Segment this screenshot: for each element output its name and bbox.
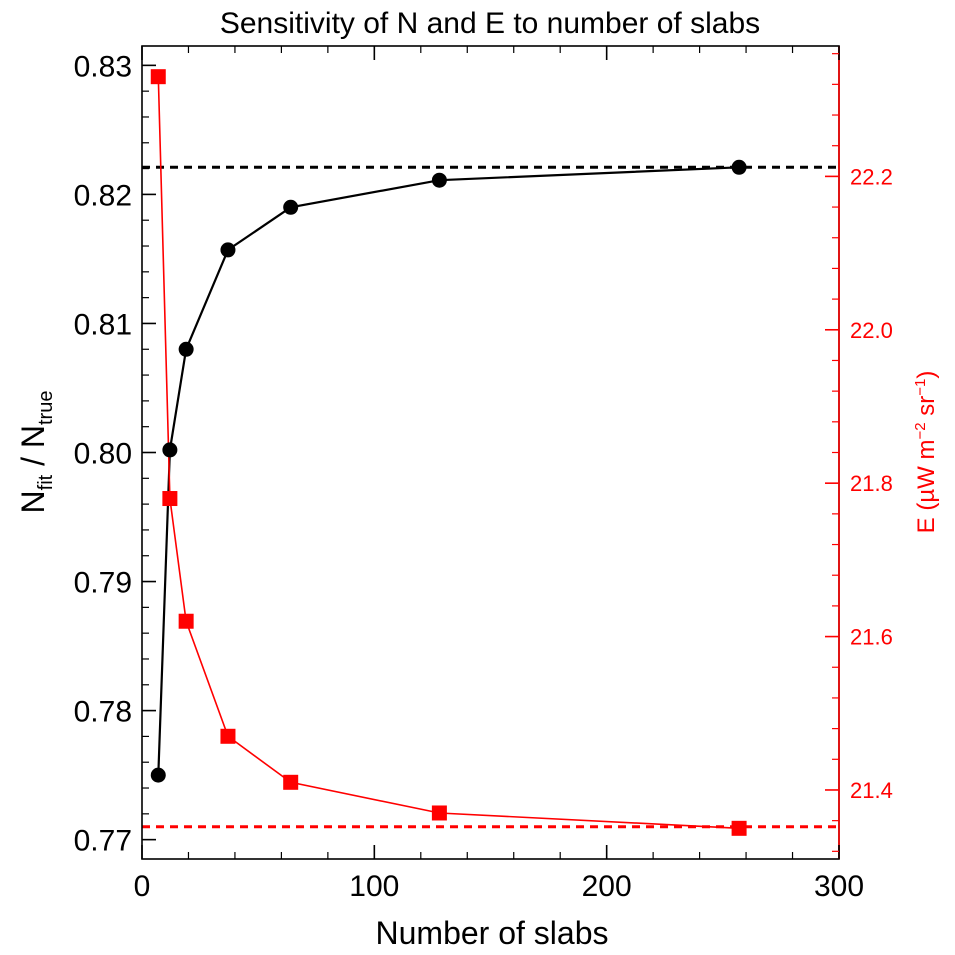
- y-right-tick-label: 21.6: [850, 625, 893, 650]
- x-tick-label: 200: [582, 870, 632, 903]
- y-left-label-middle: / N: [15, 425, 51, 475]
- y-left-label-sub1: fit: [35, 474, 57, 490]
- data-point-right: [162, 491, 178, 507]
- y-left-label-sub2: true: [35, 391, 57, 425]
- x-tick-label: 0: [134, 870, 151, 903]
- chart-title: Sensitivity of N and E to number of slab…: [220, 7, 760, 40]
- y-right-tick-label: 21.4: [850, 778, 893, 803]
- data-point-left: [731, 159, 747, 175]
- y-left-tick-label: 0.82: [74, 179, 132, 212]
- y-right-label-prefix: E (µW m: [913, 440, 940, 534]
- data-point-left: [178, 341, 194, 357]
- y-left-tick-label: 0.77: [74, 825, 132, 858]
- data-point-right: [178, 613, 194, 629]
- y-left-tick-label: 0.80: [74, 438, 132, 471]
- y-axis-right: 21.4 21.6 21.8 22.0 22.2: [825, 53, 893, 852]
- reference-lines: [142, 165, 839, 829]
- series-line-right: [157, 76, 740, 830]
- x-axis: 0 100 200 300: [134, 46, 864, 903]
- data-point-left: [150, 767, 166, 783]
- y-right-tick-label: 21.8: [850, 471, 893, 496]
- data-point-left: [431, 172, 447, 188]
- data-point-right: [283, 774, 299, 790]
- x-tick-label: 100: [349, 870, 399, 903]
- y-right-tick-label: 22.0: [850, 318, 893, 343]
- x-tick-label: 300: [814, 870, 864, 903]
- y-right-label-suffix: ): [913, 371, 940, 379]
- data-point-right: [220, 728, 236, 744]
- y-left-label-base: N: [15, 490, 51, 513]
- x-axis-label: Number of slabs: [376, 915, 609, 951]
- y-left-tick-label: 0.81: [74, 308, 132, 341]
- y-axis-left: 0.77 0.78 0.79 0.80 0.81 0.82 0.83: [74, 50, 156, 858]
- y-axis-right-label: E (µW m−2 sr−1): [912, 371, 940, 534]
- y-axis-left-label: Nfit / Ntrue: [15, 391, 57, 514]
- y-left-tick-label: 0.83: [74, 50, 132, 83]
- data-point-left: [283, 199, 299, 215]
- data-point-left: [220, 242, 236, 258]
- data-point-left: [162, 442, 178, 458]
- y-left-tick-label: 0.79: [74, 567, 132, 600]
- data-markers: [150, 69, 747, 836]
- series-lines: [157, 76, 740, 830]
- y-right-label-sup2: −1: [912, 379, 929, 396]
- y-right-tick-label: 22.2: [850, 164, 893, 189]
- data-point-right: [731, 820, 747, 836]
- series-line-left: [157, 166, 740, 776]
- data-point-right: [431, 805, 447, 821]
- y-right-label-sup1: −2: [912, 422, 929, 439]
- y-left-tick-label: 0.78: [74, 696, 132, 729]
- data-point-right: [150, 69, 166, 85]
- y-right-label-middle: sr: [913, 396, 940, 423]
